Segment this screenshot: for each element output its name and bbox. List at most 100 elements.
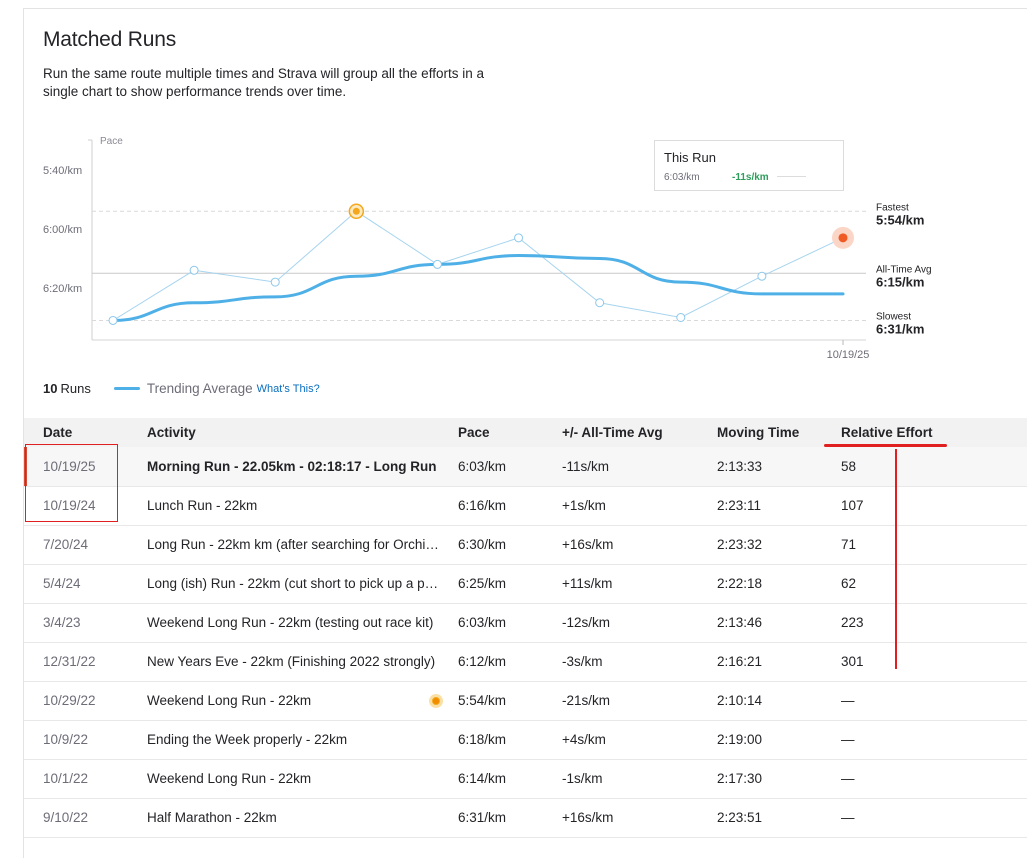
trend-legend-swatch bbox=[113, 387, 140, 390]
row-activity-link[interactable]: Ending the Week properly - 22km bbox=[147, 720, 458, 759]
row-date: 12/31/22 bbox=[43, 654, 96, 669]
row-moving-time: 2:19:00 bbox=[717, 732, 763, 747]
trend-legend-label: Trending Average bbox=[146, 381, 253, 396]
pace-chart: Pace 5:40/km 6:00/km 6:20/km 10/19/25 Fastest… bbox=[43, 136, 932, 361]
row-relative-effort: 301 bbox=[841, 654, 864, 669]
row-date: 7/20/24 bbox=[43, 537, 89, 552]
row-diff: -3s/km bbox=[562, 654, 603, 669]
table-row[interactable]: 10/19/25 Morning Run - 22.05km - 02:18:17… bbox=[24, 447, 1027, 486]
chart-legend: 10 Runs Trending Average What's This? bbox=[43, 381, 320, 396]
row-activity-link[interactable]: Weekend Long Run - 22km bbox=[147, 759, 458, 798]
data-point bbox=[108, 315, 118, 325]
activity-name[interactable]: Weekend Long Run - 22km bbox=[147, 771, 312, 787]
activity-name[interactable]: Lunch Run - 22km bbox=[147, 498, 258, 514]
row-moving-time: 2:13:46 bbox=[717, 615, 763, 630]
row-activity-link[interactable]: Weekend Long Run - 22km (testing out rac… bbox=[147, 603, 458, 642]
row-activity-link[interactable]: Long (ish) Run - 22km (cut short to pick… bbox=[147, 564, 458, 603]
row-moving-time: 2:17:30 bbox=[717, 771, 763, 786]
activity-name[interactable]: Ending the Week properly - 22km bbox=[147, 732, 348, 748]
runs-label: Runs bbox=[60, 381, 91, 396]
header-date[interactable]: Date bbox=[43, 425, 73, 440]
row-diff: -21s/km bbox=[562, 693, 611, 708]
activity-name[interactable]: Long (ish) Run - 22km (cut short to pick… bbox=[147, 576, 439, 592]
row-activity-link[interactable]: Morning Run - 22.05km - 02:18:17 - Long … bbox=[147, 447, 458, 486]
runs-count: 10 bbox=[43, 381, 58, 396]
data-point bbox=[676, 313, 686, 322]
row-date: 3/4/23 bbox=[43, 615, 81, 630]
row-activity-link[interactable]: Long Run - 22km km (after searching for … bbox=[147, 525, 458, 564]
reference-label: Slowest bbox=[876, 311, 911, 322]
row-date: 10/19/24 bbox=[43, 498, 96, 513]
row-diff: +16s/km bbox=[562, 810, 614, 825]
row-moving-time: 2:23:32 bbox=[717, 537, 763, 552]
header-activity[interactable]: Activity bbox=[147, 425, 196, 440]
row-relative-effort: 62 bbox=[841, 576, 857, 591]
activity-name[interactable]: Weekend Long Run - 22km (testing out rac… bbox=[147, 615, 434, 631]
table-row[interactable]: 10/1/22 Weekend Long Run - 22km 6:14/km -1s… bbox=[24, 759, 1027, 798]
data-point bbox=[514, 233, 524, 243]
pace-line bbox=[112, 210, 844, 321]
row-moving-time: 2:23:11 bbox=[717, 498, 762, 513]
y-tick-label: 6:20/km bbox=[43, 283, 82, 295]
table-row[interactable]: 10/19/24 Lunch Run - 22km 6:16/km +1s/km 2:2… bbox=[24, 486, 1027, 525]
row-moving-time: 2:13:33 bbox=[717, 458, 763, 474]
row-date: 10/1/22 bbox=[43, 771, 89, 786]
activity-name[interactable]: Weekend Long Run - 22km bbox=[147, 693, 312, 709]
y-tick-label: 6:00/km bbox=[43, 224, 82, 236]
row-pace: 6:03/km bbox=[458, 615, 507, 630]
header-relative-effort[interactable]: Relative Effort bbox=[841, 425, 933, 440]
row-moving-time: 2:23:51 bbox=[717, 810, 763, 825]
table-row[interactable]: 10/29/22 Weekend Long Run - 22km 5:54/km -2… bbox=[24, 681, 1027, 720]
activity-name[interactable]: Half Marathon - 22km bbox=[147, 810, 277, 826]
row-relative-effort: 71 bbox=[841, 537, 857, 552]
reference-value: 6:31/km bbox=[876, 321, 924, 336]
tooltip-pace: 6:03/km bbox=[664, 172, 700, 183]
row-relative-effort: 223 bbox=[841, 615, 864, 630]
current-row-indicator bbox=[24, 447, 27, 486]
row-pace: 6:30/km bbox=[458, 537, 507, 552]
row-pace: 6:14/km bbox=[458, 771, 507, 786]
row-diff: +4s/km bbox=[562, 732, 606, 747]
row-pace: 6:18/km bbox=[458, 732, 507, 747]
row-date: 5/4/24 bbox=[43, 576, 81, 591]
row-pace: 6:25/km bbox=[458, 576, 507, 591]
activity-name[interactable]: New Years Eve - 22km (Finishing 2022 str… bbox=[147, 654, 436, 670]
reference-label: All-Time Avg bbox=[876, 264, 932, 275]
pr-medal-icon bbox=[429, 693, 443, 708]
row-moving-time: 2:22:18 bbox=[717, 576, 763, 591]
tooltip-diff: -11s/km bbox=[732, 172, 769, 183]
row-relative-effort: — bbox=[841, 732, 855, 747]
header-all-time-avg[interactable]: +/- All-Time Avg bbox=[562, 425, 663, 440]
row-pace: 6:12/km bbox=[458, 654, 507, 669]
row-diff: +16s/km bbox=[562, 537, 614, 552]
data-point bbox=[270, 277, 280, 287]
row-date: 10/29/22 bbox=[43, 693, 96, 708]
row-pace: 5:54/km bbox=[458, 693, 507, 708]
reference-label: Fastest bbox=[876, 202, 909, 213]
row-date: 9/10/22 bbox=[43, 810, 89, 825]
fastest-point-core bbox=[352, 207, 360, 215]
activity-name[interactable]: Long Run - 22km km (after searching for … bbox=[147, 537, 439, 553]
header-pace[interactable]: Pace bbox=[458, 425, 490, 440]
row-pace: 6:31/km bbox=[458, 810, 507, 825]
row-activity-link[interactable]: Weekend Long Run - 22km bbox=[147, 681, 458, 720]
row-activity-link[interactable]: Half Marathon - 22km bbox=[147, 798, 458, 837]
x-tick-label: 10/19/25 bbox=[827, 349, 870, 361]
table-row[interactable]: 3/4/23 Weekend Long Run - 22km (testing o… bbox=[24, 603, 1027, 642]
table-row[interactable]: 5/4/24 Long (ish) Run - 22km (cut short t… bbox=[24, 564, 1027, 603]
row-moving-time: 2:10:14 bbox=[717, 693, 763, 708]
table-row[interactable]: 7/20/24 Long Run - 22km km (after searchi… bbox=[24, 525, 1027, 564]
row-diff: -11s/km bbox=[562, 458, 610, 474]
whats-this-link[interactable]: What's This? bbox=[256, 382, 320, 395]
row-relative-effort: — bbox=[841, 771, 855, 786]
activity-name[interactable]: Morning Run - 22.05km - 02:18:17 - Long … bbox=[147, 459, 437, 475]
table-row[interactable]: 9/10/22 Half Marathon - 22km 6:31/km +16s/k… bbox=[24, 798, 1027, 837]
row-activity-link[interactable]: New Years Eve - 22km (Finishing 2022 str… bbox=[147, 642, 458, 681]
row-diff: +11s/km bbox=[562, 576, 613, 591]
row-activity-link[interactable]: Lunch Run - 22km bbox=[147, 486, 458, 525]
table-row[interactable]: 12/31/22 New Years Eve - 22km (Finishing … bbox=[24, 642, 1027, 681]
table-row[interactable]: 10/9/22 Ending the Week properly - 22km 6:… bbox=[24, 720, 1027, 759]
trend-line bbox=[111, 254, 845, 322]
header-moving-time[interactable]: Moving Time bbox=[717, 425, 800, 440]
data-point bbox=[757, 271, 767, 281]
